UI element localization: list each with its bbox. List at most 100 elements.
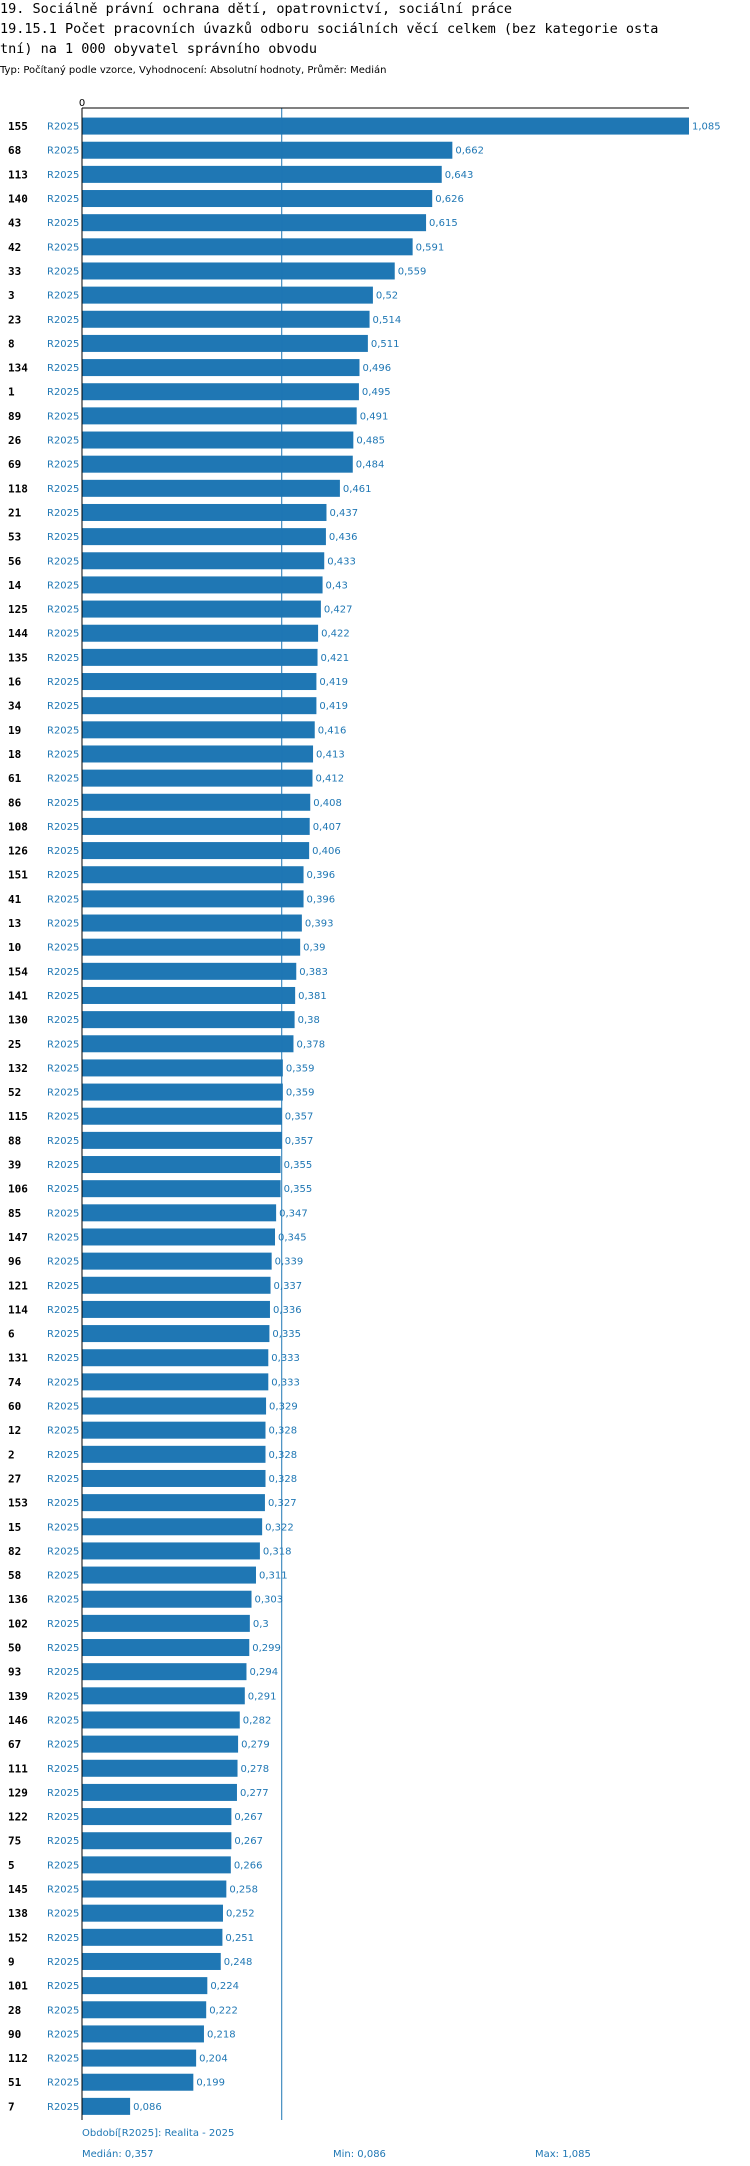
bar (82, 600, 321, 618)
series-label: R2025 (47, 701, 79, 712)
bar (82, 1952, 221, 1970)
category-label: 8 (8, 337, 15, 350)
bar-value-label: 0,495 (362, 387, 391, 398)
bar-value-label: 0,355 (284, 1160, 313, 1171)
bar (82, 1252, 272, 1270)
series-label: R2025 (47, 1063, 79, 1074)
bar-value-label: 0,591 (416, 242, 445, 253)
bar-value-label: 0,406 (312, 846, 341, 857)
series-label: R2025 (47, 605, 79, 616)
bar (82, 1180, 281, 1198)
category-label: 118 (8, 482, 28, 495)
chart-title-line-1: 19.15.1 Počet pracovních úvazků odboru s… (0, 21, 659, 37)
category-label: 2 (8, 1448, 15, 1461)
bar-value-label: 0,258 (229, 1885, 258, 1896)
series-label: R2025 (47, 1595, 79, 1606)
bar (82, 1228, 276, 1246)
bar-value-label: 0,408 (313, 798, 342, 809)
series-label: R2025 (47, 266, 79, 277)
series-label: R2025 (47, 242, 79, 253)
bar (82, 793, 311, 811)
series-label: R2025 (47, 1184, 79, 1195)
bar (82, 769, 313, 787)
bar (82, 1880, 227, 1898)
bar-value-label: 0,407 (313, 822, 342, 833)
category-label: 26 (8, 434, 22, 447)
bar-value-label: 0,421 (321, 653, 350, 664)
bar-value-label: 0,433 (327, 556, 356, 567)
bar (82, 1325, 270, 1343)
series-label: R2025 (47, 1402, 79, 1413)
bar (82, 1687, 245, 1705)
series-label: R2025 (47, 1136, 79, 1147)
bar (82, 552, 325, 570)
series-label: R2025 (47, 146, 79, 157)
series-label: R2025 (47, 1353, 79, 1364)
bar-value-label: 0,359 (286, 1088, 315, 1099)
category-label: 56 (8, 555, 22, 568)
category-label: 23 (8, 313, 21, 326)
series-label: R2025 (47, 1329, 79, 1340)
series-label: R2025 (47, 1836, 79, 1847)
series-label: R2025 (47, 1498, 79, 1509)
series-label: R2025 (47, 291, 79, 302)
series-label: R2025 (47, 2054, 79, 2065)
category-label: 19 (8, 724, 21, 737)
bar (82, 1276, 271, 1294)
bar-value-label: 0,626 (435, 194, 464, 205)
category-label: 141 (8, 989, 28, 1002)
category-label: 12 (8, 1424, 21, 1437)
category-label: 129 (8, 1786, 28, 1799)
category-label: 112 (8, 2052, 28, 2065)
category-label: 85 (8, 1207, 21, 1220)
series-label: R2025 (47, 363, 79, 374)
category-label: 82 (8, 1545, 21, 1558)
chart-subtitle: Typ: Počítaný podle vzorce, Vyhodnocení:… (0, 65, 387, 76)
category-label: 111 (8, 1762, 28, 1775)
bar (82, 1518, 263, 1536)
series-label: R2025 (47, 1546, 79, 1557)
bar-value-label: 0,311 (259, 1571, 288, 1582)
bar (82, 190, 433, 208)
series-label: R2025 (47, 629, 79, 640)
series-label: R2025 (47, 1112, 79, 1123)
bar (82, 407, 357, 425)
category-label: 60 (8, 1400, 21, 1413)
category-label: 15 (8, 1521, 21, 1534)
series-label: R2025 (47, 170, 79, 181)
series-label: R2025 (47, 919, 79, 930)
bar-value-label: 0,322 (265, 1522, 294, 1533)
bar (82, 479, 340, 497)
series-label: R2025 (47, 1257, 79, 1268)
chart-title-line-2: tní) na 1 000 obyvatel správního obvodu (0, 41, 317, 57)
category-label: 155 (8, 120, 28, 133)
category-label: 16 (8, 676, 22, 689)
bar-value-label: 0,337 (274, 1281, 303, 1292)
bar (82, 2001, 207, 2019)
bar-value-label: 0,383 (299, 967, 328, 978)
series-label: R2025 (47, 122, 79, 133)
category-label: 126 (8, 845, 28, 858)
category-label: 144 (8, 627, 28, 640)
series-label: R2025 (47, 460, 79, 471)
footer-period: Období[R2025]: Realita - 2025 (82, 2128, 235, 2139)
category-label: 13 (8, 917, 21, 930)
series-label: R2025 (47, 1039, 79, 1050)
series-label: R2025 (47, 1305, 79, 1316)
bar (82, 842, 310, 860)
category-label: 14 (8, 579, 22, 592)
bar-value-label: 0,303 (255, 1595, 284, 1606)
category-label: 125 (8, 603, 28, 616)
series-label: R2025 (47, 943, 79, 954)
category-label: 58 (8, 1569, 21, 1582)
category-label: 93 (8, 1666, 21, 1679)
category-label: 88 (8, 1134, 21, 1147)
series-label: R2025 (47, 1160, 79, 1171)
bar-value-label: 0,329 (269, 1402, 298, 1413)
category-label: 33 (8, 265, 21, 278)
bar (82, 214, 427, 232)
bar-value-label: 0,514 (373, 315, 402, 326)
category-label: 86 (8, 796, 22, 809)
bar-value-label: 0,381 (298, 991, 327, 1002)
category-label: 101 (8, 1980, 28, 1993)
